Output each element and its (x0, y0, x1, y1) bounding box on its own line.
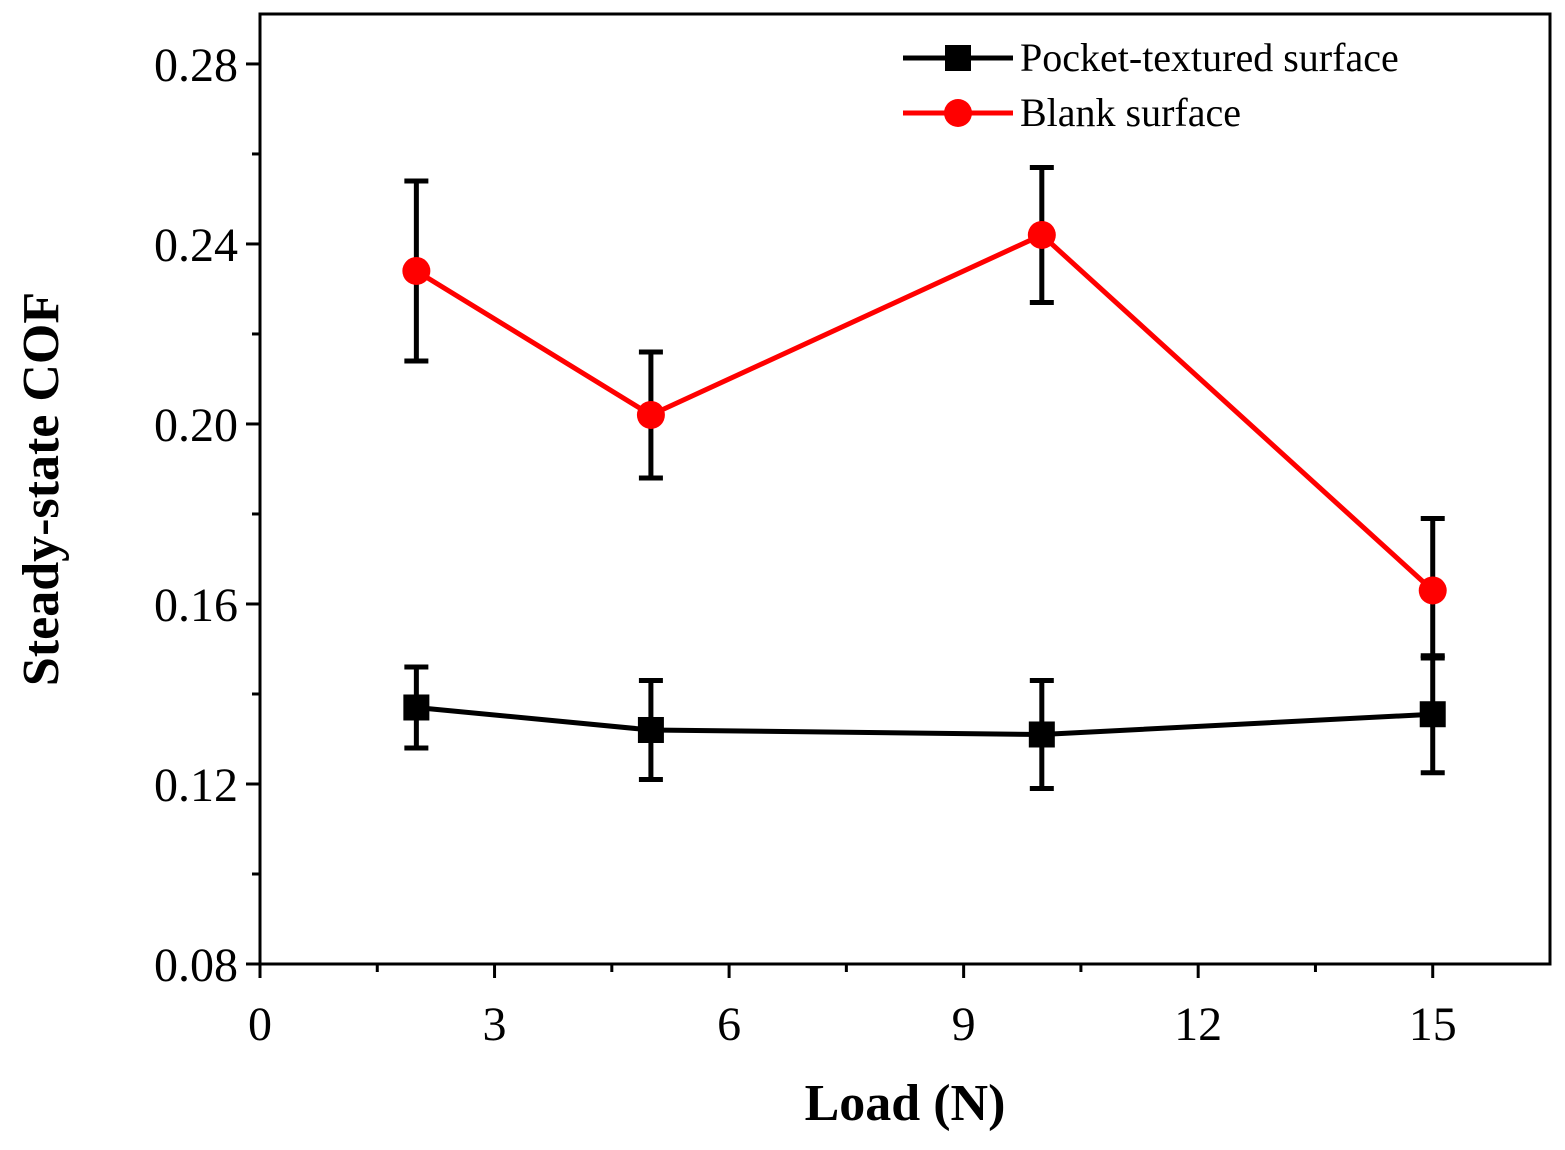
y-tick-label: 0.08 (154, 939, 238, 992)
legend-item: Blank surface (903, 90, 1241, 135)
y-tick-label: 0.24 (154, 219, 238, 272)
y-tick-label: 0.16 (154, 579, 238, 632)
data-point-circle (636, 400, 665, 429)
data-point-circle (1027, 220, 1056, 249)
data-point-square (637, 716, 664, 743)
series-blank (402, 164, 1447, 661)
y-axis-title: Steady-state COF (13, 292, 70, 686)
x-tick-label: 9 (952, 998, 976, 1051)
axis-ticks (246, 62, 1435, 978)
y-tick-label: 0.28 (154, 39, 238, 92)
x-axis-title: Load (N) (805, 1075, 1006, 1132)
data-point-square (403, 694, 430, 721)
x-tick-label: 12 (1174, 998, 1222, 1051)
x-tick-label: 3 (483, 998, 507, 1051)
legend-item: Pocket-textured surface (903, 35, 1399, 80)
legend-marker-circle (944, 99, 972, 127)
x-tick-label: 15 (1409, 998, 1457, 1051)
data-point-circle (402, 256, 431, 285)
legend-label: Pocket-textured surface (1020, 35, 1399, 80)
series-line (415, 231, 1435, 593)
axis-tick-labels: 0 3 6 9 12 15 0.08 0.12 0.16 0.20 0.24 0.28 (154, 39, 1457, 1051)
legend-marker-square (945, 45, 971, 71)
x-tick-label: 6 (717, 998, 741, 1051)
y-tick-label: 0.12 (154, 759, 238, 812)
data-point-circle (1418, 576, 1447, 605)
x-tick-label: 0 (248, 998, 272, 1051)
y-tick-label: 0.20 (154, 399, 238, 452)
legend: Pocket-textured surface Blank surface (903, 35, 1399, 135)
series-pocket-textured (403, 653, 1446, 791)
plot-frame (258, 12, 1552, 966)
data-point-square (1028, 721, 1055, 748)
data-series (402, 164, 1447, 791)
series-line (416, 704, 1433, 737)
legend-label: Blank surface (1020, 90, 1241, 135)
data-point-square (1419, 701, 1446, 728)
